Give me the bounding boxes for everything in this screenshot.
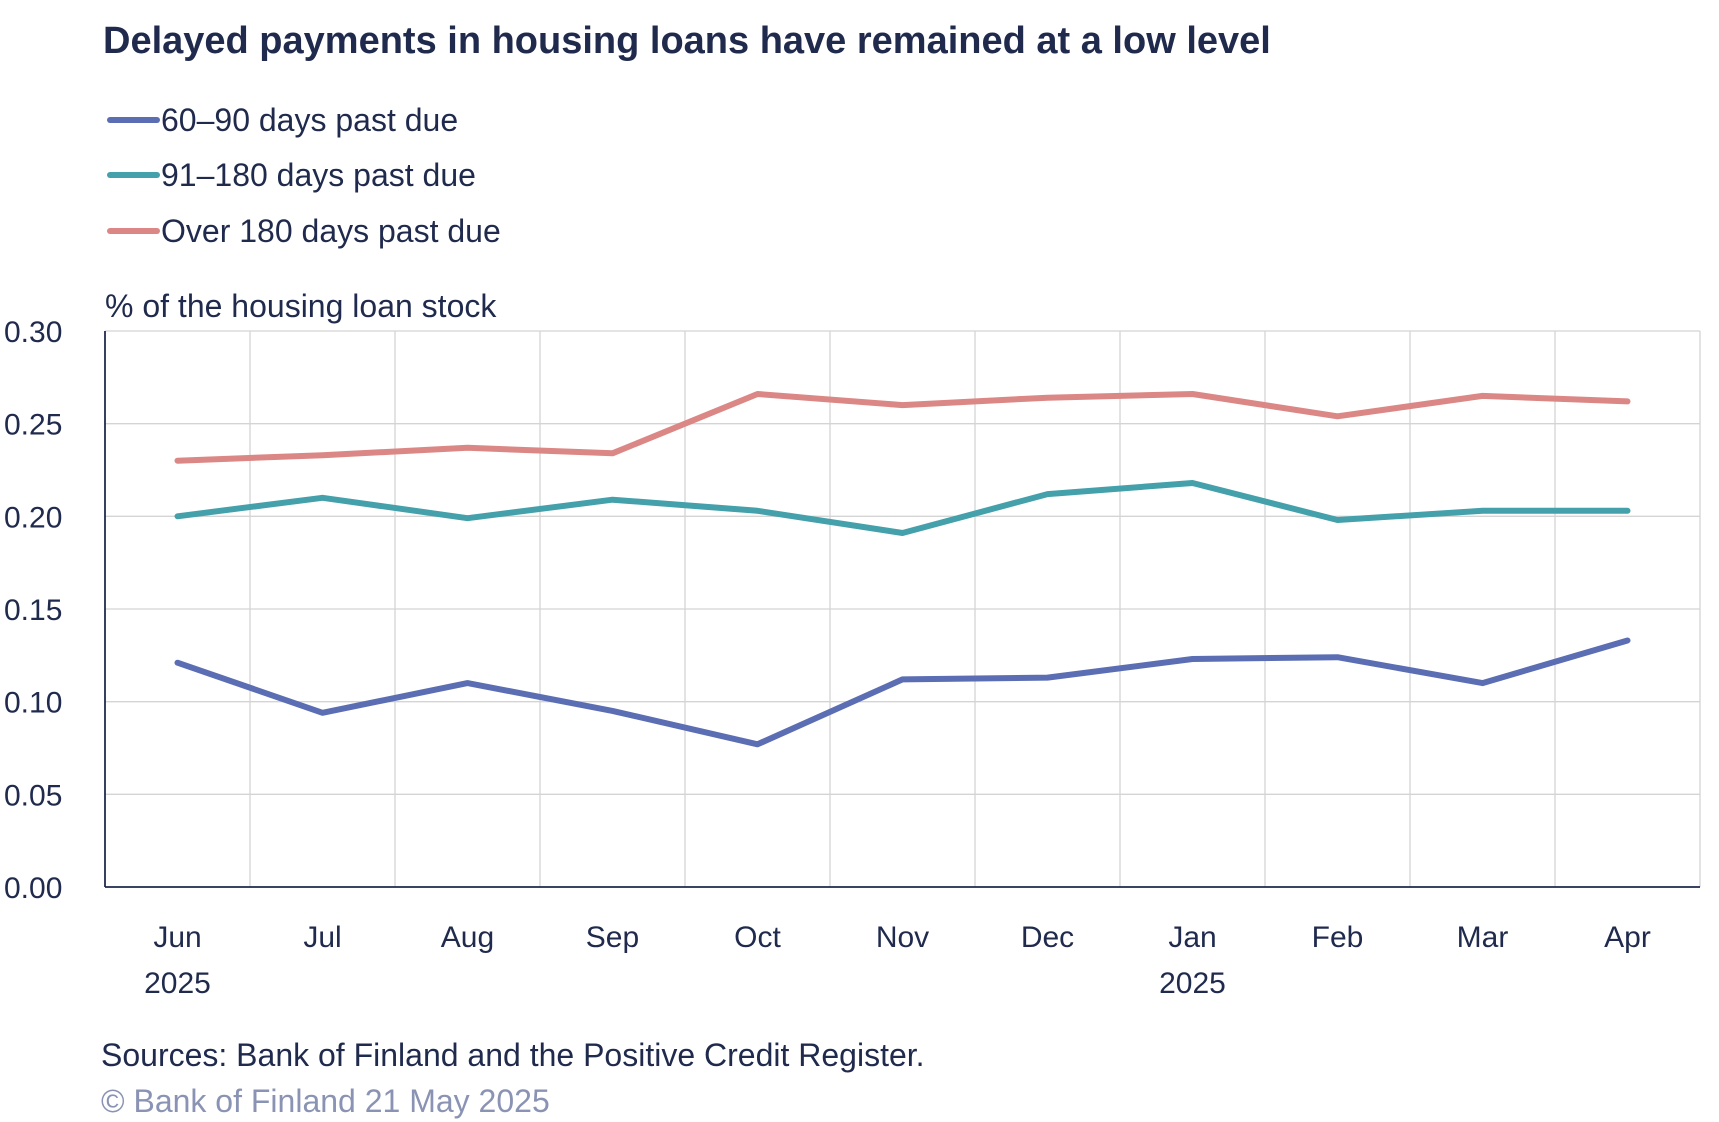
x-tick-label: Oct: [734, 921, 781, 954]
y-axis-label: % of the housing loan stock: [105, 288, 497, 324]
series-line-2: [174, 480, 1631, 536]
legend: 60–90 days past due 91–180 days past due O…: [107, 102, 501, 249]
x-tick-label: Sep: [586, 921, 639, 954]
x-tick-label: Jan: [1168, 921, 1216, 954]
x-tick-label: Jul: [303, 921, 341, 954]
x-tick-label: Apr: [1604, 921, 1651, 954]
x-tick-label: Mar: [1457, 921, 1509, 954]
x-tick-year-label: 2025: [1159, 967, 1226, 1000]
y-tick-label: 0.00: [4, 872, 62, 905]
series-line-1: [174, 637, 1631, 748]
x-tick-year-label: 2025: [144, 967, 211, 1000]
y-tick-label: 0.25: [4, 409, 62, 442]
series-line-3: [174, 391, 1631, 464]
x-tick-labels: Jun 2025 Jul Aug Sep Oct Nov Dec Jan 2025 Feb Mar Ap…: [144, 921, 1651, 1000]
x-tick-label: Aug: [441, 921, 494, 954]
source-note: Sources: Bank of Finland and the Positiv…: [101, 1037, 925, 1073]
y-tick-label: 0.05: [4, 779, 62, 812]
x-tick-label: Dec: [1021, 921, 1074, 954]
y-tick-labels: 0.00 0.05 0.10 0.15 0.20 0.25 0.30: [4, 316, 62, 905]
y-tick-label: 0.20: [4, 501, 62, 534]
x-tick-label: Jun: [153, 921, 201, 954]
x-tick-label: Nov: [876, 921, 929, 954]
legend-label: Over 180 days past due: [161, 213, 501, 249]
axes: [104, 331, 1700, 888]
chart-title: Delayed payments in housing loans have r…: [103, 20, 1271, 62]
y-tick-label: 0.10: [4, 687, 62, 720]
y-tick-label: 0.30: [4, 316, 62, 349]
gridlines: [105, 330, 1701, 888]
legend-label: 60–90 days past due: [161, 102, 458, 138]
legend-label: 91–180 days past due: [161, 157, 476, 193]
x-tick-label: Feb: [1312, 921, 1364, 954]
series-lines: [174, 391, 1631, 748]
y-tick-label: 0.15: [4, 594, 62, 627]
copyright-note: © Bank of Finland 21 May 2025: [101, 1083, 550, 1119]
